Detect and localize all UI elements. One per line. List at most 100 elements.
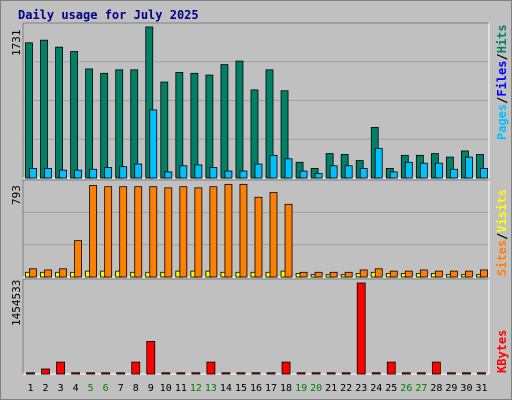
bar-hits-day-6 [100, 72, 109, 179]
bar-sites-day-2 [44, 269, 52, 278]
bar-kbytes-day-2 [41, 368, 50, 375]
bar-files-day-15 [239, 170, 248, 179]
bar-hits-day-31 [476, 154, 484, 179]
bar-files-day-2 [44, 168, 52, 179]
bar-files-day-6 [104, 167, 113, 179]
day-label-11: 11 [175, 383, 187, 394]
bar-files-day-20 [314, 173, 323, 179]
bar-files-day-31 [480, 168, 488, 179]
bar-kbytes-day-23 [356, 282, 366, 375]
bar-files-day-14 [224, 170, 233, 179]
bar-files-day-1 [29, 168, 37, 179]
bar-kbytes-day-11 [176, 372, 186, 375]
bar-hits-day-19 [295, 161, 304, 179]
bar-sites-day-23 [359, 269, 368, 278]
bar-files-day-13 [209, 167, 218, 179]
day-label-23: 23 [355, 383, 367, 394]
bar-sites-day-8 [134, 186, 143, 278]
bar-sites-day-18 [284, 203, 293, 278]
day-label-31: 31 [475, 383, 487, 394]
bar-kbytes-day-28 [431, 361, 441, 375]
bar-hits-day-12 [190, 72, 199, 179]
day-label-1: 1 [28, 383, 34, 394]
bar-files-day-27 [419, 162, 428, 179]
bar-sites-day-4 [74, 240, 82, 278]
bar-hits-day-1 [25, 42, 33, 179]
bar-kbytes-day-27 [416, 372, 426, 375]
bar-kbytes-day-22 [341, 372, 351, 375]
panel-bg [23, 279, 489, 374]
day-label-6: 6 [103, 383, 109, 394]
bar-sites-day-28 [434, 270, 443, 278]
day-label-28: 28 [430, 383, 442, 394]
bar-hits-day-20 [310, 168, 319, 179]
day-label-26: 26 [400, 383, 412, 394]
bar-files-day-3 [59, 169, 67, 179]
bar-files-day-23 [359, 168, 368, 179]
bar-kbytes-day-12 [191, 372, 201, 375]
bar-sites-day-13 [209, 186, 218, 278]
bar-kbytes-day-15 [236, 372, 246, 375]
day-label-20: 20 [310, 383, 322, 394]
bar-files-day-8 [134, 163, 143, 179]
bar-kbytes-day-9 [146, 341, 156, 375]
bar-sites-day-14 [224, 183, 233, 278]
bar-kbytes-day-13 [206, 361, 216, 375]
bar-sites-day-20 [314, 271, 323, 278]
bar-hits-day-3 [55, 46, 63, 179]
bar-sites-day-9 [149, 186, 158, 278]
bar-files-day-16 [254, 163, 263, 179]
bar-files-day-21 [329, 165, 338, 179]
bar-hits-day-18 [280, 90, 289, 179]
bar-sites-day-25 [389, 270, 398, 278]
bar-files-day-7 [119, 166, 128, 179]
bar-hits-day-14 [220, 64, 229, 179]
day-label-10: 10 [160, 383, 172, 394]
bar-kbytes-day-25 [386, 361, 396, 375]
day-label-5: 5 [88, 383, 94, 394]
bar-files-day-25 [389, 171, 398, 179]
bar-hits-day-17 [265, 69, 274, 179]
bar-kbytes-day-31 [477, 372, 486, 375]
bar-sites-day-5 [89, 185, 98, 278]
day-label-2: 2 [43, 383, 49, 394]
bar-kbytes-day-5 [86, 372, 96, 375]
bar-kbytes-day-6 [101, 372, 111, 375]
bar-files-day-30 [465, 156, 473, 179]
bar-files-day-4 [74, 169, 82, 179]
bar-sites-day-31 [480, 269, 488, 278]
bar-sites-day-29 [450, 270, 458, 278]
day-label-18: 18 [280, 383, 292, 394]
bar-sites-day-22 [344, 271, 353, 278]
bar-sites-day-15 [239, 183, 248, 278]
bar-files-day-12 [194, 164, 203, 179]
bar-hits-day-10 [160, 81, 169, 179]
day-label-17: 17 [265, 383, 277, 394]
bar-kbytes-day-19 [296, 372, 306, 375]
day-label-30: 30 [460, 383, 472, 394]
day-label-29: 29 [445, 383, 457, 394]
bar-kbytes-day-17 [266, 372, 276, 375]
bar-hits-day-8 [130, 69, 139, 179]
bar-kbytes-day-20 [311, 372, 321, 375]
bar-kbytes-day-30 [462, 372, 471, 375]
bar-files-day-18 [284, 158, 293, 179]
bar-sites-day-12 [194, 187, 203, 278]
bar-sites-day-27 [419, 269, 428, 278]
bar-kbytes-day-24 [371, 372, 381, 375]
day-label-25: 25 [385, 383, 397, 394]
day-label-22: 22 [340, 383, 352, 394]
day-label-13: 13 [205, 383, 217, 394]
day-label-19: 19 [295, 383, 307, 394]
bar-hits-day-5 [85, 68, 94, 179]
bar-sites-day-30 [465, 270, 473, 278]
day-label-9: 9 [148, 383, 154, 394]
bar-kbytes-day-29 [447, 372, 456, 375]
bar-sites-day-19 [299, 271, 308, 278]
bar-kbytes-day-26 [401, 372, 411, 375]
bar-kbytes-day-3 [56, 361, 65, 375]
day-label-7: 7 [118, 383, 124, 394]
bar-sites-day-24 [374, 268, 383, 278]
day-label-24: 24 [370, 383, 382, 394]
day-label-27: 27 [415, 383, 427, 394]
